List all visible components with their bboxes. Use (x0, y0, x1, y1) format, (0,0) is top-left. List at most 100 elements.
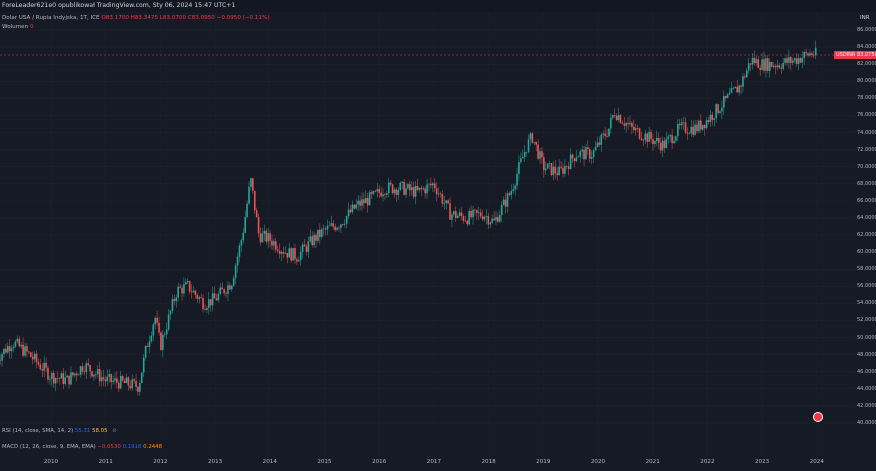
candle-body (602, 133, 604, 135)
volume-value: 0 (29, 24, 34, 30)
candle-body (232, 277, 235, 286)
candle-body (805, 52, 807, 54)
price-chart[interactable] (0, 12, 855, 457)
candle-body (142, 357, 145, 373)
candle-body (135, 380, 137, 387)
flag-icon[interactable] (813, 412, 823, 422)
price-axis[interactable]: 86.0000 84.0000 82.0000 80.0000 78.0000 76.00… (855, 12, 876, 457)
candle-body (192, 290, 195, 293)
candle-body (22, 344, 24, 356)
candle-body (600, 134, 603, 145)
candle-body (799, 58, 802, 63)
candle-body (537, 144, 539, 159)
candle-body (786, 58, 788, 63)
candle-body (784, 58, 786, 63)
candle-body (5, 348, 7, 353)
candle-body (634, 128, 637, 131)
candle-body (269, 233, 271, 241)
candle-body (435, 188, 438, 195)
hide-icon[interactable]: ⊘ (112, 428, 117, 434)
candle-body (211, 293, 214, 306)
time-axis[interactable]: 2010 2011 2012 2013 2014 2015 2016 2017 2018 2019… (0, 457, 876, 471)
candle-body (127, 377, 130, 386)
candle-body (98, 369, 101, 382)
candle-body (544, 168, 547, 171)
price-tick-label: 78.0000 (857, 95, 876, 102)
candle-body (521, 156, 524, 159)
candle-body (68, 375, 70, 385)
candle-body (378, 189, 380, 193)
candle-body (705, 120, 708, 129)
candle-body (472, 209, 474, 218)
candle-body (24, 346, 26, 356)
candle-body (108, 374, 111, 377)
candle-body (606, 136, 608, 137)
candle-body (169, 310, 172, 315)
candle-body (426, 184, 428, 194)
candle-body (387, 182, 390, 194)
candle-body (416, 185, 419, 190)
candle-body (627, 123, 629, 125)
candle-body (83, 371, 86, 373)
candle-body (252, 178, 254, 191)
candle-body (95, 374, 97, 375)
price-tick-label: 68.0000 (857, 180, 876, 187)
candle-body (54, 378, 57, 384)
candle-body (652, 139, 654, 145)
candle-body (550, 163, 553, 176)
candle-body (265, 230, 268, 242)
candle-body (313, 234, 315, 246)
candle-body (615, 115, 618, 121)
candle-body (389, 182, 392, 185)
candle-body (248, 186, 250, 204)
candle-body (355, 204, 358, 209)
candle-body (554, 166, 557, 174)
candle-body (29, 352, 32, 357)
macd-legend[interactable]: MACD (12, 26, close, 9, EMA, EMA) −0.053… (2, 444, 162, 450)
candle-body (123, 380, 126, 383)
candle-body (33, 353, 36, 360)
candle-body (790, 57, 792, 63)
candle-body (678, 123, 681, 126)
candle-body (726, 94, 729, 98)
time-tick-label: 2018 (481, 459, 496, 465)
candle-body (428, 183, 430, 185)
candle-body (807, 53, 809, 56)
candle-body (439, 193, 442, 195)
candle-body (342, 224, 344, 226)
candle-body (659, 143, 662, 151)
candle-body (261, 233, 264, 243)
candle-body (761, 59, 763, 70)
candle-body (682, 122, 685, 123)
candle-body (636, 128, 639, 129)
rsi-legend[interactable]: RSI (14, close, SMA, 14, 2) 55.31 58.05 … (2, 428, 117, 434)
candle-body (278, 251, 281, 254)
candle-body (583, 149, 585, 160)
candle-body (131, 379, 134, 389)
candle-body (28, 351, 30, 353)
candle-body (391, 184, 394, 194)
candle-body (667, 136, 670, 139)
candle-body (121, 375, 124, 381)
candle-body (745, 70, 748, 78)
candle-body (451, 214, 453, 220)
candle-body (324, 228, 327, 230)
candle-body (395, 189, 398, 195)
candle-body (229, 285, 231, 290)
candle-body (717, 104, 719, 113)
candle-body (41, 369, 44, 371)
candle-body (525, 151, 528, 153)
candle-body (738, 85, 740, 93)
candle-body (47, 367, 49, 380)
candle-body (326, 225, 329, 230)
candle-body (535, 141, 537, 145)
candle-body (757, 59, 760, 68)
price-tick-label: 54.0000 (857, 300, 876, 307)
candle-body (640, 138, 643, 140)
candle-body (648, 131, 650, 142)
candle-body (481, 216, 484, 220)
candle-body (188, 280, 191, 292)
price-tick-label: 62.0000 (857, 232, 876, 239)
candle-body (106, 376, 109, 382)
rsi-value: 55.31 (74, 428, 91, 434)
